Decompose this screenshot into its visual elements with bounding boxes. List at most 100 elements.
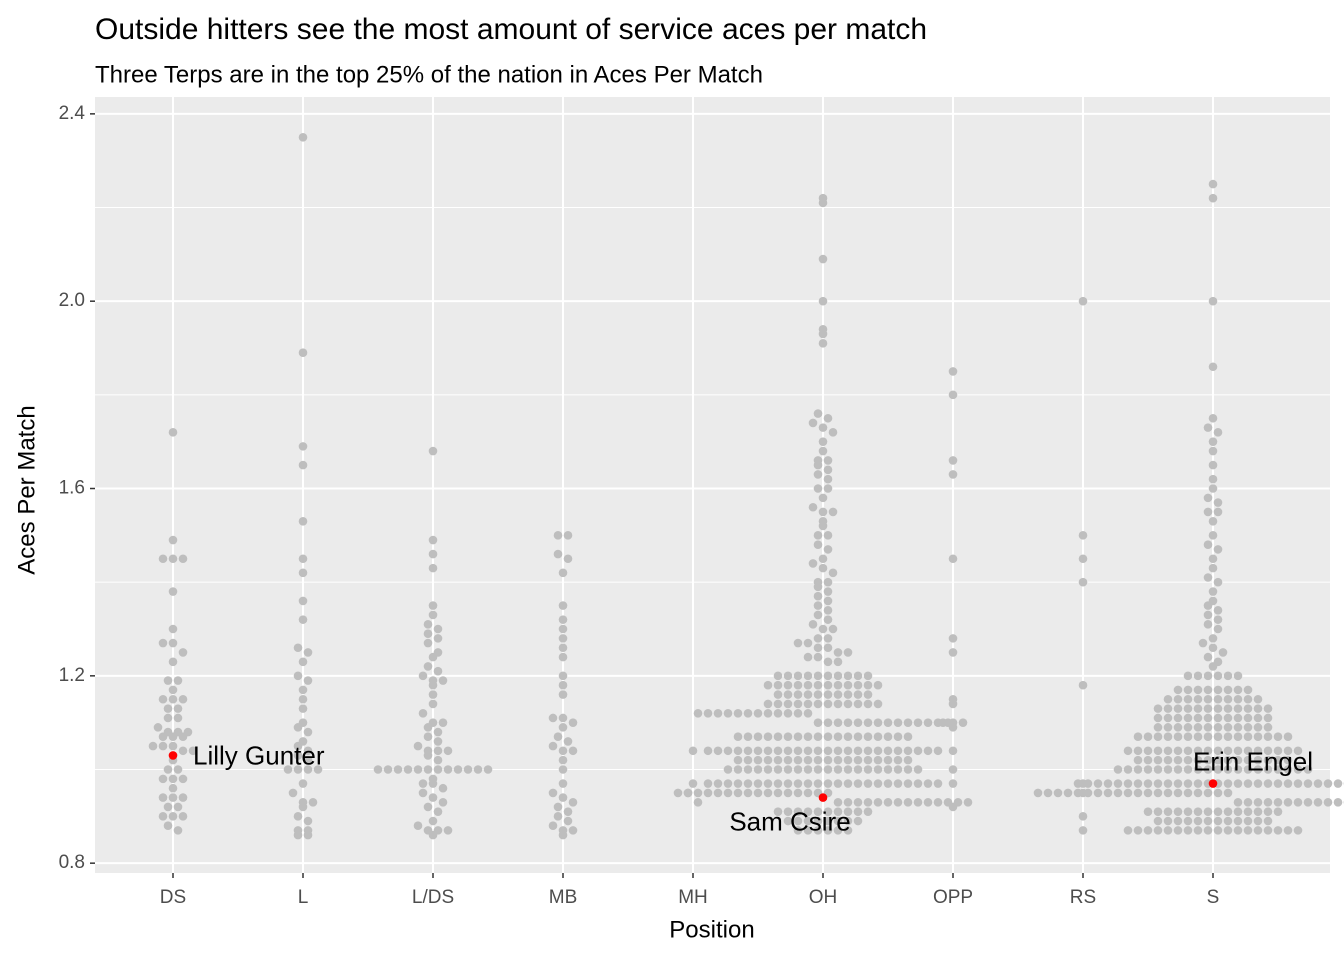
point bbox=[1193, 779, 1203, 788]
point bbox=[423, 662, 433, 671]
point bbox=[1213, 685, 1223, 695]
point bbox=[813, 690, 823, 699]
point bbox=[808, 502, 818, 512]
point bbox=[1213, 694, 1223, 704]
point bbox=[1213, 755, 1223, 765]
point bbox=[1083, 788, 1093, 798]
point bbox=[828, 624, 838, 634]
point bbox=[763, 765, 773, 774]
point bbox=[818, 423, 828, 432]
point bbox=[293, 751, 303, 760]
point bbox=[813, 634, 823, 643]
point bbox=[823, 765, 833, 774]
point bbox=[1323, 797, 1333, 807]
point bbox=[173, 704, 183, 713]
point bbox=[823, 718, 833, 727]
point bbox=[158, 694, 168, 704]
point bbox=[818, 563, 828, 573]
point bbox=[883, 718, 893, 727]
point bbox=[793, 779, 803, 788]
point bbox=[823, 779, 833, 788]
point bbox=[1253, 816, 1263, 826]
point bbox=[1273, 779, 1283, 788]
point bbox=[703, 779, 713, 788]
point bbox=[783, 680, 793, 690]
point bbox=[743, 746, 753, 756]
point bbox=[818, 296, 828, 306]
point bbox=[733, 788, 743, 798]
point bbox=[1073, 788, 1083, 798]
point bbox=[1198, 638, 1208, 648]
point bbox=[1283, 746, 1293, 756]
point bbox=[158, 741, 168, 751]
point bbox=[753, 746, 763, 756]
point bbox=[303, 676, 313, 685]
point bbox=[1263, 713, 1273, 723]
point bbox=[823, 531, 833, 540]
point bbox=[1253, 797, 1263, 807]
point bbox=[1153, 788, 1163, 798]
point bbox=[1223, 694, 1233, 704]
point bbox=[1253, 779, 1263, 788]
point bbox=[1153, 779, 1163, 788]
point bbox=[1078, 531, 1088, 540]
point bbox=[863, 797, 873, 807]
point bbox=[1213, 765, 1223, 774]
point bbox=[903, 746, 913, 756]
point bbox=[298, 568, 308, 578]
point bbox=[303, 765, 313, 774]
point bbox=[173, 713, 183, 723]
point bbox=[1213, 605, 1223, 615]
point bbox=[1103, 788, 1113, 798]
point bbox=[303, 826, 313, 835]
point bbox=[1163, 807, 1173, 816]
point bbox=[803, 816, 813, 826]
point bbox=[813, 671, 823, 681]
point bbox=[803, 807, 813, 816]
point bbox=[163, 765, 173, 774]
point bbox=[1253, 746, 1263, 756]
point bbox=[1213, 732, 1223, 742]
point bbox=[1193, 704, 1203, 713]
point bbox=[883, 765, 893, 774]
point bbox=[843, 648, 853, 657]
point bbox=[793, 732, 803, 742]
point bbox=[558, 615, 568, 624]
point bbox=[773, 807, 783, 816]
point bbox=[1233, 671, 1243, 681]
point bbox=[833, 797, 843, 807]
point bbox=[1233, 704, 1243, 713]
point bbox=[158, 554, 168, 564]
point bbox=[163, 704, 173, 713]
point bbox=[938, 718, 948, 727]
point bbox=[823, 755, 833, 765]
point bbox=[303, 746, 313, 756]
point bbox=[913, 746, 923, 756]
point bbox=[1083, 779, 1093, 788]
point bbox=[1243, 797, 1253, 807]
point bbox=[173, 765, 183, 774]
point bbox=[1193, 816, 1203, 826]
point bbox=[823, 816, 833, 826]
point bbox=[873, 746, 883, 756]
point bbox=[1243, 713, 1253, 723]
point bbox=[1163, 713, 1173, 723]
point bbox=[1078, 680, 1088, 690]
point bbox=[1183, 704, 1193, 713]
point bbox=[1153, 746, 1163, 756]
point bbox=[1233, 746, 1243, 756]
point bbox=[433, 727, 443, 737]
point bbox=[168, 638, 178, 648]
point bbox=[803, 638, 813, 648]
highlight-label: Lilly Gunter bbox=[193, 740, 325, 770]
point bbox=[298, 442, 308, 451]
point bbox=[1253, 807, 1263, 816]
point bbox=[803, 680, 813, 690]
point bbox=[173, 826, 183, 835]
point bbox=[803, 690, 813, 699]
point bbox=[558, 634, 568, 643]
y-tick-label: 1.2 bbox=[59, 665, 85, 686]
point bbox=[1173, 694, 1183, 704]
point bbox=[168, 587, 178, 596]
point bbox=[948, 718, 958, 727]
